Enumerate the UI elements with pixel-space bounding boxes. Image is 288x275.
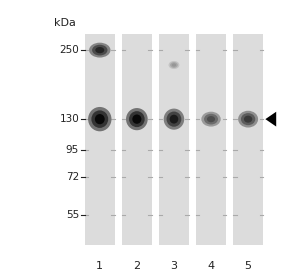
Ellipse shape [126, 108, 148, 130]
Ellipse shape [92, 45, 107, 56]
Ellipse shape [164, 109, 184, 130]
Text: kDa: kDa [54, 18, 76, 28]
Text: 72: 72 [66, 172, 79, 182]
Text: 2: 2 [133, 261, 141, 271]
Bar [85, 34, 115, 245]
Bar [159, 34, 189, 245]
Ellipse shape [95, 47, 104, 53]
Ellipse shape [89, 43, 111, 57]
Text: 250: 250 [59, 45, 79, 55]
Ellipse shape [132, 114, 141, 124]
Bar [233, 34, 263, 245]
Ellipse shape [170, 62, 178, 68]
Bar [122, 34, 152, 245]
Ellipse shape [129, 111, 145, 127]
Text: 130: 130 [59, 114, 79, 124]
Text: 4: 4 [207, 261, 215, 271]
Text: 1: 1 [96, 261, 103, 271]
Ellipse shape [91, 110, 108, 128]
Ellipse shape [201, 112, 221, 126]
Ellipse shape [238, 111, 258, 128]
Text: 5: 5 [245, 261, 252, 271]
Ellipse shape [166, 112, 181, 127]
Ellipse shape [95, 114, 105, 124]
Ellipse shape [88, 107, 111, 131]
Ellipse shape [244, 116, 252, 123]
Text: 55: 55 [66, 210, 79, 220]
Text: 95: 95 [66, 145, 79, 155]
Ellipse shape [207, 116, 215, 122]
Ellipse shape [172, 63, 176, 67]
Ellipse shape [204, 114, 218, 125]
Ellipse shape [168, 61, 179, 69]
Polygon shape [265, 112, 276, 126]
Ellipse shape [170, 115, 178, 123]
Ellipse shape [241, 113, 255, 125]
Bar [196, 34, 226, 245]
Text: 3: 3 [170, 261, 177, 271]
